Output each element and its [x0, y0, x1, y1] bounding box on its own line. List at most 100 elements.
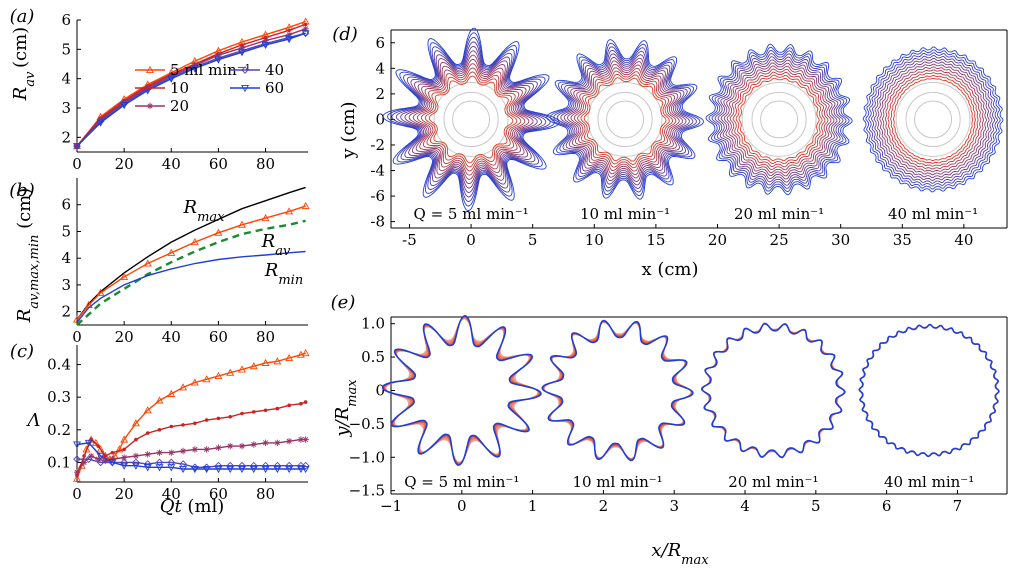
- interface-contour: [717, 56, 841, 183]
- interface-contour: [556, 49, 694, 189]
- pattern-2: 20 ml min⁻¹: [705, 43, 853, 223]
- series-line-2-point: [191, 446, 199, 453]
- interface-contour: [708, 46, 850, 193]
- series-line-4-point: [226, 465, 235, 474]
- series-line-3-point: [73, 455, 81, 464]
- pattern-0: Q = 5 ml min⁻¹: [381, 314, 542, 491]
- interface-contour: [735, 74, 823, 165]
- early-contour: [914, 100, 953, 139]
- series-line-1: [76, 205, 306, 321]
- series-line-1-point: [299, 401, 303, 406]
- y-tick-label: 4: [375, 59, 385, 77]
- series-line-0-point: [285, 353, 294, 362]
- pattern-label: 10 ml min⁻¹: [572, 473, 662, 491]
- series-line-3-point: [167, 458, 176, 467]
- y-tick-label: -8: [370, 213, 385, 231]
- series-line-2-point: [238, 442, 246, 450]
- series-line-4-point: [167, 464, 176, 472]
- interface-contour: [868, 52, 998, 187]
- legend-label: 5 ml min⁻¹: [170, 61, 251, 79]
- interface-contour: [404, 50, 538, 189]
- normalized-contour: [541, 319, 694, 462]
- series-line-4-point: [296, 465, 305, 474]
- pattern-label: Q = 5 ml min⁻¹: [404, 473, 519, 491]
- y-tick-label: 6: [375, 34, 385, 52]
- series-line-1-point: [193, 421, 197, 426]
- x-tick-label: 30: [831, 231, 850, 249]
- pattern-label: 20 ml min⁻¹: [734, 205, 824, 223]
- y-tick-label: 5: [61, 222, 71, 240]
- series-line-1-point: [157, 428, 162, 432]
- series-line-1-point: [89, 437, 93, 442]
- y-tick-label: 0: [375, 110, 385, 128]
- x-axis-label: Qt (ml): [160, 496, 225, 517]
- interface-contour: [395, 41, 547, 198]
- series-line-1-point: [228, 414, 233, 419]
- series-line-4-point: [273, 465, 282, 474]
- panel-c: 0 20 40 60 80 0.1 0.2 0.3 0.4 (c) Λ Qt (ml): [10, 341, 310, 517]
- y-tick-label: 5: [61, 40, 71, 58]
- series-line-4-point: [179, 465, 188, 474]
- y-tick-label: 4: [61, 249, 71, 267]
- x-tick-label: 4: [740, 497, 750, 515]
- series-line-0-point: [143, 406, 152, 414]
- normalized-contour: [858, 323, 1000, 458]
- normalized-contour: [701, 323, 845, 458]
- series-line-1-point: [120, 272, 129, 280]
- series-line-0-point: [115, 445, 124, 453]
- series-line-1-point: [75, 473, 79, 478]
- series-line-1-point: [303, 400, 308, 404]
- interface-contour: [391, 36, 551, 202]
- normalized-contour: [702, 323, 845, 458]
- interface-contour: [549, 42, 701, 197]
- x-tick-label: 60: [209, 328, 228, 346]
- panel-label: (b): [9, 180, 35, 201]
- y-axis-unit: (cm): [10, 27, 31, 68]
- early-contour: [587, 81, 663, 157]
- x-tick-label: 15: [646, 231, 665, 249]
- series-line-0-point: [120, 435, 129, 443]
- x-tick-label: 2: [599, 497, 609, 515]
- series-line-3-point: [301, 461, 310, 470]
- x-tick-label: 20: [115, 485, 134, 503]
- series-line-1-point: [110, 450, 115, 455]
- interface-contour: [865, 49, 1001, 190]
- interface-contour: [732, 71, 826, 168]
- series-line-3: [77, 458, 306, 468]
- interface-contour: [879, 63, 987, 176]
- y-tick-label: 0.3: [47, 388, 71, 406]
- x-tick-label: 3: [669, 497, 679, 515]
- interface-contour: [560, 53, 690, 186]
- y-axis-label: y (cm): [338, 101, 359, 159]
- y-tick-label: 2: [61, 303, 71, 321]
- interface-contour: [567, 60, 684, 179]
- series-line-0-point: [96, 445, 105, 453]
- x-tick-label: 0: [466, 231, 476, 249]
- interface-contour: [711, 49, 847, 189]
- interface-contour: [882, 66, 985, 173]
- interface-contour: [546, 39, 704, 200]
- series-line-4-point: [96, 452, 105, 461]
- x-tick-label: 25: [770, 231, 789, 249]
- normalized-contour: [542, 320, 694, 461]
- panel-label: (c): [10, 341, 34, 362]
- series-line-0-point: [226, 368, 235, 376]
- series-line-4-point: [214, 465, 223, 474]
- x-tick-label: 80: [256, 485, 275, 503]
- series-line-2-point: [144, 451, 151, 458]
- series-line-4: [76, 32, 306, 147]
- series-line-0-point: [273, 357, 282, 365]
- series-line-1-point: [122, 447, 126, 452]
- pattern-label: 40 ml min⁻¹: [884, 473, 974, 491]
- x-axis-label: x/Rmax: [651, 540, 709, 568]
- x-tick-label: 0: [457, 497, 467, 515]
- x-tick-label: −1: [380, 497, 402, 515]
- series-line-0-point: [296, 350, 305, 358]
- series-line-1-point: [96, 444, 101, 448]
- series-line-1-point: [275, 406, 280, 411]
- y-axis-label: Rav,max,min (cm): [14, 188, 42, 324]
- series-line-0-point: [214, 371, 223, 379]
- series-line-4-point: [261, 465, 270, 474]
- interface-contour: [720, 59, 838, 180]
